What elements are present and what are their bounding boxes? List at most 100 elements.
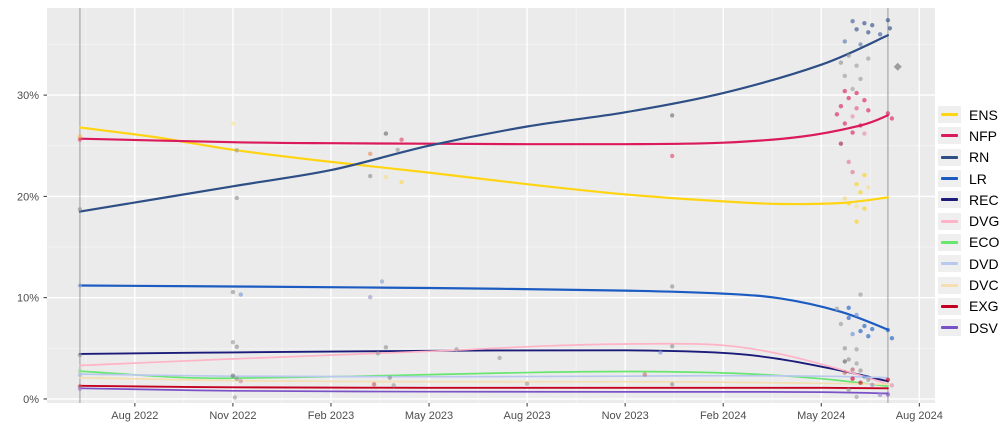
trend-line-DVG	[79, 342, 889, 386]
poll-point	[866, 334, 871, 339]
poll-point	[670, 153, 675, 159]
y-axis-label: 20%	[17, 191, 39, 203]
poll-point	[885, 392, 891, 397]
poll-point	[834, 306, 840, 311]
legend-label: EXG	[969, 298, 999, 315]
poll-point	[642, 372, 647, 377]
poll-point	[399, 137, 404, 142]
poll-point	[234, 195, 239, 201]
legend-key-DVG	[938, 212, 961, 230]
legend-item-REC: REC	[938, 189, 1000, 210]
poll-point	[846, 357, 851, 362]
poll-point	[230, 289, 236, 295]
legend-key-NFP	[938, 127, 961, 145]
poll-point	[368, 295, 373, 300]
legend-key-DVC	[938, 276, 961, 294]
legend-swatch-icon	[941, 177, 958, 181]
x-axis-label: Nov 2023	[602, 410, 649, 422]
poll-point	[842, 370, 847, 375]
poll-point	[230, 373, 236, 378]
poll-point	[862, 21, 867, 26]
poll-point	[77, 207, 83, 212]
x-axis-label: Aug 2022	[111, 410, 158, 422]
poll-point	[77, 134, 83, 139]
poll-point	[850, 376, 855, 381]
poll-point	[870, 23, 875, 28]
legend-item-DSV: DSV	[938, 317, 1000, 338]
poll-point	[862, 98, 867, 103]
poll-point	[238, 292, 243, 297]
poll-point	[842, 73, 847, 79]
legend-label: DVD	[969, 255, 999, 272]
poll-point	[368, 173, 373, 179]
poll-point	[77, 386, 83, 391]
x-axis-label: Feb 2024	[700, 410, 746, 422]
poll-point	[862, 374, 867, 379]
poll-point	[850, 169, 855, 175]
poll-point	[858, 380, 863, 385]
poll-point	[371, 382, 377, 387]
poll-point	[368, 151, 373, 156]
poll-point	[846, 95, 851, 101]
legend-label: ECO	[969, 234, 1000, 251]
legend-item-DVD: DVD	[938, 253, 1000, 274]
poll-point	[834, 112, 840, 117]
poll-point	[77, 283, 83, 288]
legend-key-EXG	[938, 297, 961, 315]
poll-point	[387, 375, 392, 380]
trend-line-DSV	[79, 387, 889, 395]
poll-point	[399, 180, 404, 185]
x-axis-label: May 2024	[797, 410, 845, 422]
poll-point	[383, 131, 389, 136]
poll-point	[77, 137, 83, 142]
poll-point	[887, 26, 893, 31]
legend-item-LR: LR	[938, 168, 1000, 189]
poll-point	[842, 359, 847, 364]
x-axis-label: Nov 2022	[209, 410, 256, 422]
result-diamond-marker	[893, 62, 902, 71]
poll-point	[858, 328, 863, 334]
legend-item-EXG: EXG	[938, 296, 1000, 317]
poll-point	[866, 108, 871, 113]
poll-point	[866, 185, 871, 190]
poll-point	[234, 376, 239, 381]
legend-swatch-icon	[941, 219, 958, 223]
trend-line-ENS	[78, 126, 889, 206]
poll-point	[885, 111, 891, 116]
poll-point	[889, 336, 895, 341]
poll-point	[854, 90, 859, 96]
x-axis-label: May 2023	[405, 410, 453, 422]
poll-point	[858, 123, 863, 128]
legend-item-ECO: ECO	[938, 232, 1000, 253]
poll-point	[854, 27, 859, 32]
x-axis-label: Aug 2023	[504, 410, 551, 422]
poll-point	[850, 331, 855, 337]
legend-key-ENS	[938, 106, 961, 124]
poll-point	[391, 383, 396, 388]
poll-point	[850, 19, 855, 24]
trend-line-REC	[78, 349, 889, 383]
poll-point	[842, 346, 847, 351]
poll-point	[838, 60, 844, 65]
poll-point	[854, 394, 859, 400]
poll-point	[862, 206, 867, 211]
legend-label: RN	[969, 149, 990, 166]
trend-line-RN	[78, 34, 889, 213]
legend-swatch-icon	[941, 113, 958, 117]
legend-key-DVD	[938, 255, 961, 273]
legend-swatch-icon	[941, 155, 958, 159]
poll-point	[877, 392, 883, 398]
poll-point	[77, 372, 83, 378]
poll-point	[838, 321, 844, 327]
legend: ENS NFP RN LR REC DVG ECO DVD DVC EXG DSV	[938, 104, 1000, 338]
poll-point	[454, 347, 459, 352]
poll-point	[854, 312, 859, 318]
legend-key-RN	[938, 148, 961, 166]
legend-label: DVC	[969, 277, 999, 294]
poll-point	[379, 279, 385, 284]
legend-item-DVC: DVC	[938, 274, 1000, 295]
poll-point	[870, 326, 875, 332]
